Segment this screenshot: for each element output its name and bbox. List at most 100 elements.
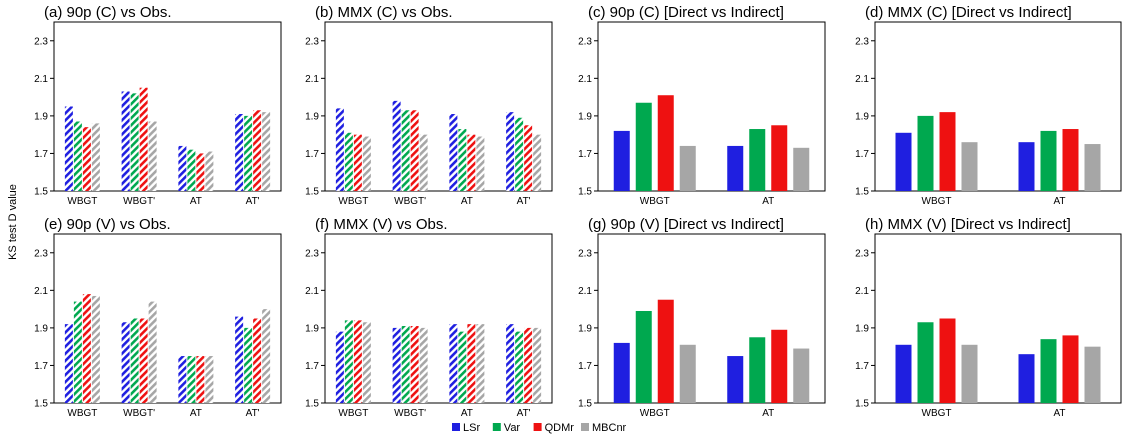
y-tick-label: 2.1 bbox=[855, 286, 869, 297]
y-tick-label: 1.7 bbox=[578, 361, 592, 372]
y-tick-label: 1.9 bbox=[305, 111, 319, 122]
bar-qdmr-wbgt bbox=[939, 318, 956, 403]
y-tick-label: 1.7 bbox=[305, 361, 319, 372]
bar-var-wbgt bbox=[73, 301, 82, 403]
y-tick-label: 2.3 bbox=[578, 248, 592, 259]
bar-var-wbgtp bbox=[401, 326, 410, 403]
legend-item-var: Var bbox=[492, 422, 521, 434]
bar-mbcnr-wbgtp bbox=[148, 121, 157, 191]
panel-title: (h) MMX (V) [Direct vs Indirect] bbox=[865, 216, 1071, 233]
bar-lsr-at bbox=[449, 114, 458, 191]
y-tick-label: 1.7 bbox=[855, 149, 869, 160]
y-tick-label: 2.1 bbox=[34, 286, 48, 297]
legend-label: LSr bbox=[463, 422, 480, 434]
y-tick-label: 1.9 bbox=[34, 111, 48, 122]
legend-item-qdmr: QDMr bbox=[533, 422, 574, 434]
bar-var-wbgtp bbox=[130, 318, 139, 403]
bar-var-at bbox=[458, 331, 467, 403]
plot-frame bbox=[324, 233, 553, 404]
bar-mbcnr-wbgt bbox=[679, 145, 696, 191]
bar-qdmr-atp bbox=[253, 318, 262, 403]
bar-var-atp bbox=[244, 115, 253, 191]
y-tick-label: 2.1 bbox=[578, 286, 592, 297]
x-tick-label: AT bbox=[762, 196, 774, 207]
panel-d: (d) MMX (C) [Direct vs Indirect] 1.5 1.7 1.… bbox=[855, 4, 1122, 207]
panel-c: (c) 90p (C) [Direct vs Indirect] 1.5 1.7 1.… bbox=[578, 4, 826, 207]
panel-title: (b) MMX (C) vs Obs. bbox=[315, 4, 453, 21]
bar-qdmr-at bbox=[1062, 129, 1079, 191]
y-tick-label: 1.5 bbox=[578, 187, 592, 198]
legend-swatch bbox=[492, 423, 501, 431]
panel-h: (h) MMX (V) [Direct vs Indirect] 1.5 1.7 1.… bbox=[855, 216, 1122, 419]
bar-mbcnr-at bbox=[793, 348, 810, 403]
bar-mbcnr-at bbox=[476, 136, 485, 191]
x-tick-label: AT bbox=[1053, 196, 1065, 207]
bar-lsr-wbgtp bbox=[121, 91, 130, 191]
bar-lsr-wbgtp bbox=[392, 327, 401, 403]
bar-var-at bbox=[1040, 339, 1057, 403]
bar-mbcnr-wbgt bbox=[961, 344, 978, 403]
x-tick-label: WBGT bbox=[922, 196, 952, 207]
bar-mbcnr-atp bbox=[533, 134, 542, 191]
bar-qdmr-wbgtp bbox=[139, 87, 148, 191]
y-tick-label: 1.9 bbox=[578, 111, 592, 122]
bar-mbcnr-wbgt bbox=[91, 123, 100, 191]
x-tick-label: AT bbox=[461, 408, 473, 419]
bar-qdmr-wbgtp bbox=[139, 318, 148, 403]
x-tick-label: WBGT bbox=[67, 408, 97, 419]
bar-var-atp bbox=[515, 117, 524, 191]
x-tick-label: AT' bbox=[517, 196, 531, 207]
bar-lsr-wbgt bbox=[613, 130, 630, 191]
y-tick-label: 2.1 bbox=[305, 74, 319, 85]
bar-var-at bbox=[187, 149, 196, 191]
bar-mbcnr-at bbox=[476, 324, 485, 403]
y-axis-label: KS test D value bbox=[7, 184, 19, 260]
panel-e: (e) 90p (V) vs Obs. 1.5 1.7 1.9 2.1 2.3 WBGT WB… bbox=[34, 216, 282, 419]
bar-mbcnr-wbgt bbox=[362, 136, 371, 191]
bar-qdmr-atp bbox=[524, 327, 533, 403]
panel-g: (g) 90p (V) [Direct vs Indirect] 1.5 1.7 1.… bbox=[578, 216, 826, 419]
bar-mbcnr-wbgt bbox=[91, 295, 100, 403]
y-tick-label: 1.9 bbox=[855, 111, 869, 122]
bar-mbcnr-wbgt bbox=[961, 142, 978, 191]
y-tick-label: 1.5 bbox=[305, 399, 319, 410]
y-tick-label: 1.5 bbox=[305, 187, 319, 198]
y-tick-label: 2.1 bbox=[34, 74, 48, 85]
bar-qdmr-at bbox=[196, 153, 205, 191]
y-tick-label: 2.3 bbox=[34, 36, 48, 47]
bar-var-atp bbox=[515, 331, 524, 403]
y-tick-label: 1.7 bbox=[855, 361, 869, 372]
bar-qdmr-wbgt bbox=[657, 95, 674, 191]
x-tick-label: WBGT' bbox=[123, 408, 155, 419]
y-tick-label: 1.9 bbox=[855, 323, 869, 334]
bar-qdmr-wbgtp bbox=[410, 110, 419, 191]
bar-lsr-atp bbox=[506, 324, 515, 403]
x-tick-label: WBGT' bbox=[394, 196, 426, 207]
bar-lsr-at bbox=[727, 356, 744, 403]
y-tick-label: 1.5 bbox=[855, 187, 869, 198]
bar-var-wbgt bbox=[917, 322, 934, 403]
bar-lsr-wbgt bbox=[895, 344, 912, 403]
legend-swatch bbox=[581, 423, 589, 431]
bar-lsr-wbgt bbox=[335, 108, 344, 191]
panel-title: (a) 90p (C) vs Obs. bbox=[44, 4, 172, 21]
y-tick-label: 2.3 bbox=[855, 36, 869, 47]
bar-qdmr-wbgt bbox=[82, 294, 91, 403]
bar-var-wbgt bbox=[73, 121, 82, 191]
y-tick-label: 1.7 bbox=[34, 149, 48, 160]
legend-item-lsr: LSr bbox=[452, 422, 480, 434]
bar-var-at bbox=[749, 129, 766, 191]
x-tick-label: WBGT bbox=[922, 408, 952, 419]
panel-title: (d) MMX (C) [Direct vs Indirect] bbox=[865, 4, 1072, 21]
bar-var-wbgtp bbox=[130, 93, 139, 191]
y-tick-label: 1.5 bbox=[34, 187, 48, 198]
panel-title: (e) 90p (V) vs Obs. bbox=[44, 216, 171, 233]
legend-label: Var bbox=[504, 422, 521, 434]
bar-lsr-wbgt bbox=[613, 342, 630, 403]
x-tick-label: AT bbox=[190, 196, 202, 207]
x-tick-label: WBGT bbox=[67, 196, 97, 207]
bar-lsr-atp bbox=[506, 112, 515, 191]
plot-frame bbox=[597, 21, 826, 192]
plot-frame bbox=[874, 21, 1122, 192]
bar-mbcnr-at bbox=[793, 147, 810, 191]
